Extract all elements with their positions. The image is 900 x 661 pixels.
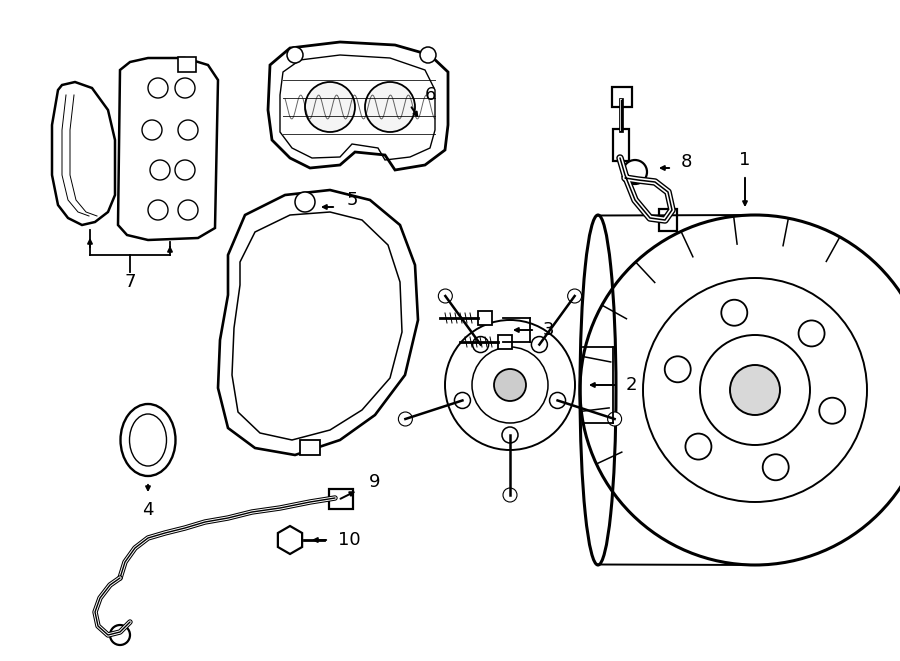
Circle shape	[295, 192, 315, 212]
Text: 8: 8	[680, 153, 692, 171]
Circle shape	[472, 336, 489, 352]
Circle shape	[730, 365, 780, 415]
FancyBboxPatch shape	[300, 440, 320, 455]
Circle shape	[608, 412, 622, 426]
Circle shape	[110, 625, 130, 645]
Circle shape	[178, 200, 198, 220]
Text: 10: 10	[338, 531, 360, 549]
Circle shape	[623, 160, 647, 184]
Circle shape	[175, 160, 195, 180]
Circle shape	[305, 82, 355, 132]
Text: 4: 4	[142, 501, 154, 519]
Circle shape	[798, 321, 824, 346]
FancyBboxPatch shape	[613, 129, 629, 161]
Circle shape	[550, 393, 565, 408]
Circle shape	[494, 369, 526, 401]
Circle shape	[502, 427, 518, 443]
FancyBboxPatch shape	[178, 57, 196, 72]
Text: 5: 5	[346, 191, 358, 209]
FancyBboxPatch shape	[329, 489, 353, 509]
FancyBboxPatch shape	[612, 87, 632, 107]
Circle shape	[175, 78, 195, 98]
Circle shape	[420, 47, 436, 63]
Polygon shape	[278, 526, 302, 554]
Circle shape	[819, 398, 845, 424]
FancyBboxPatch shape	[498, 335, 512, 349]
FancyBboxPatch shape	[659, 209, 677, 231]
Circle shape	[365, 82, 415, 132]
Text: 9: 9	[369, 473, 381, 491]
Text: 6: 6	[424, 86, 436, 104]
Text: 2: 2	[626, 376, 637, 394]
Circle shape	[178, 120, 198, 140]
Circle shape	[686, 434, 711, 459]
Circle shape	[503, 488, 517, 502]
Circle shape	[568, 289, 581, 303]
Circle shape	[287, 47, 303, 63]
Circle shape	[150, 160, 170, 180]
Circle shape	[148, 78, 168, 98]
Text: 7: 7	[124, 273, 136, 291]
Text: 1: 1	[739, 151, 751, 169]
FancyBboxPatch shape	[478, 311, 492, 325]
Circle shape	[721, 299, 747, 326]
Circle shape	[148, 200, 168, 220]
Circle shape	[438, 289, 453, 303]
Circle shape	[665, 356, 690, 382]
Circle shape	[399, 412, 412, 426]
Text: 3: 3	[542, 321, 554, 339]
Circle shape	[762, 454, 788, 481]
Circle shape	[531, 336, 547, 352]
Circle shape	[142, 120, 162, 140]
Circle shape	[454, 393, 471, 408]
